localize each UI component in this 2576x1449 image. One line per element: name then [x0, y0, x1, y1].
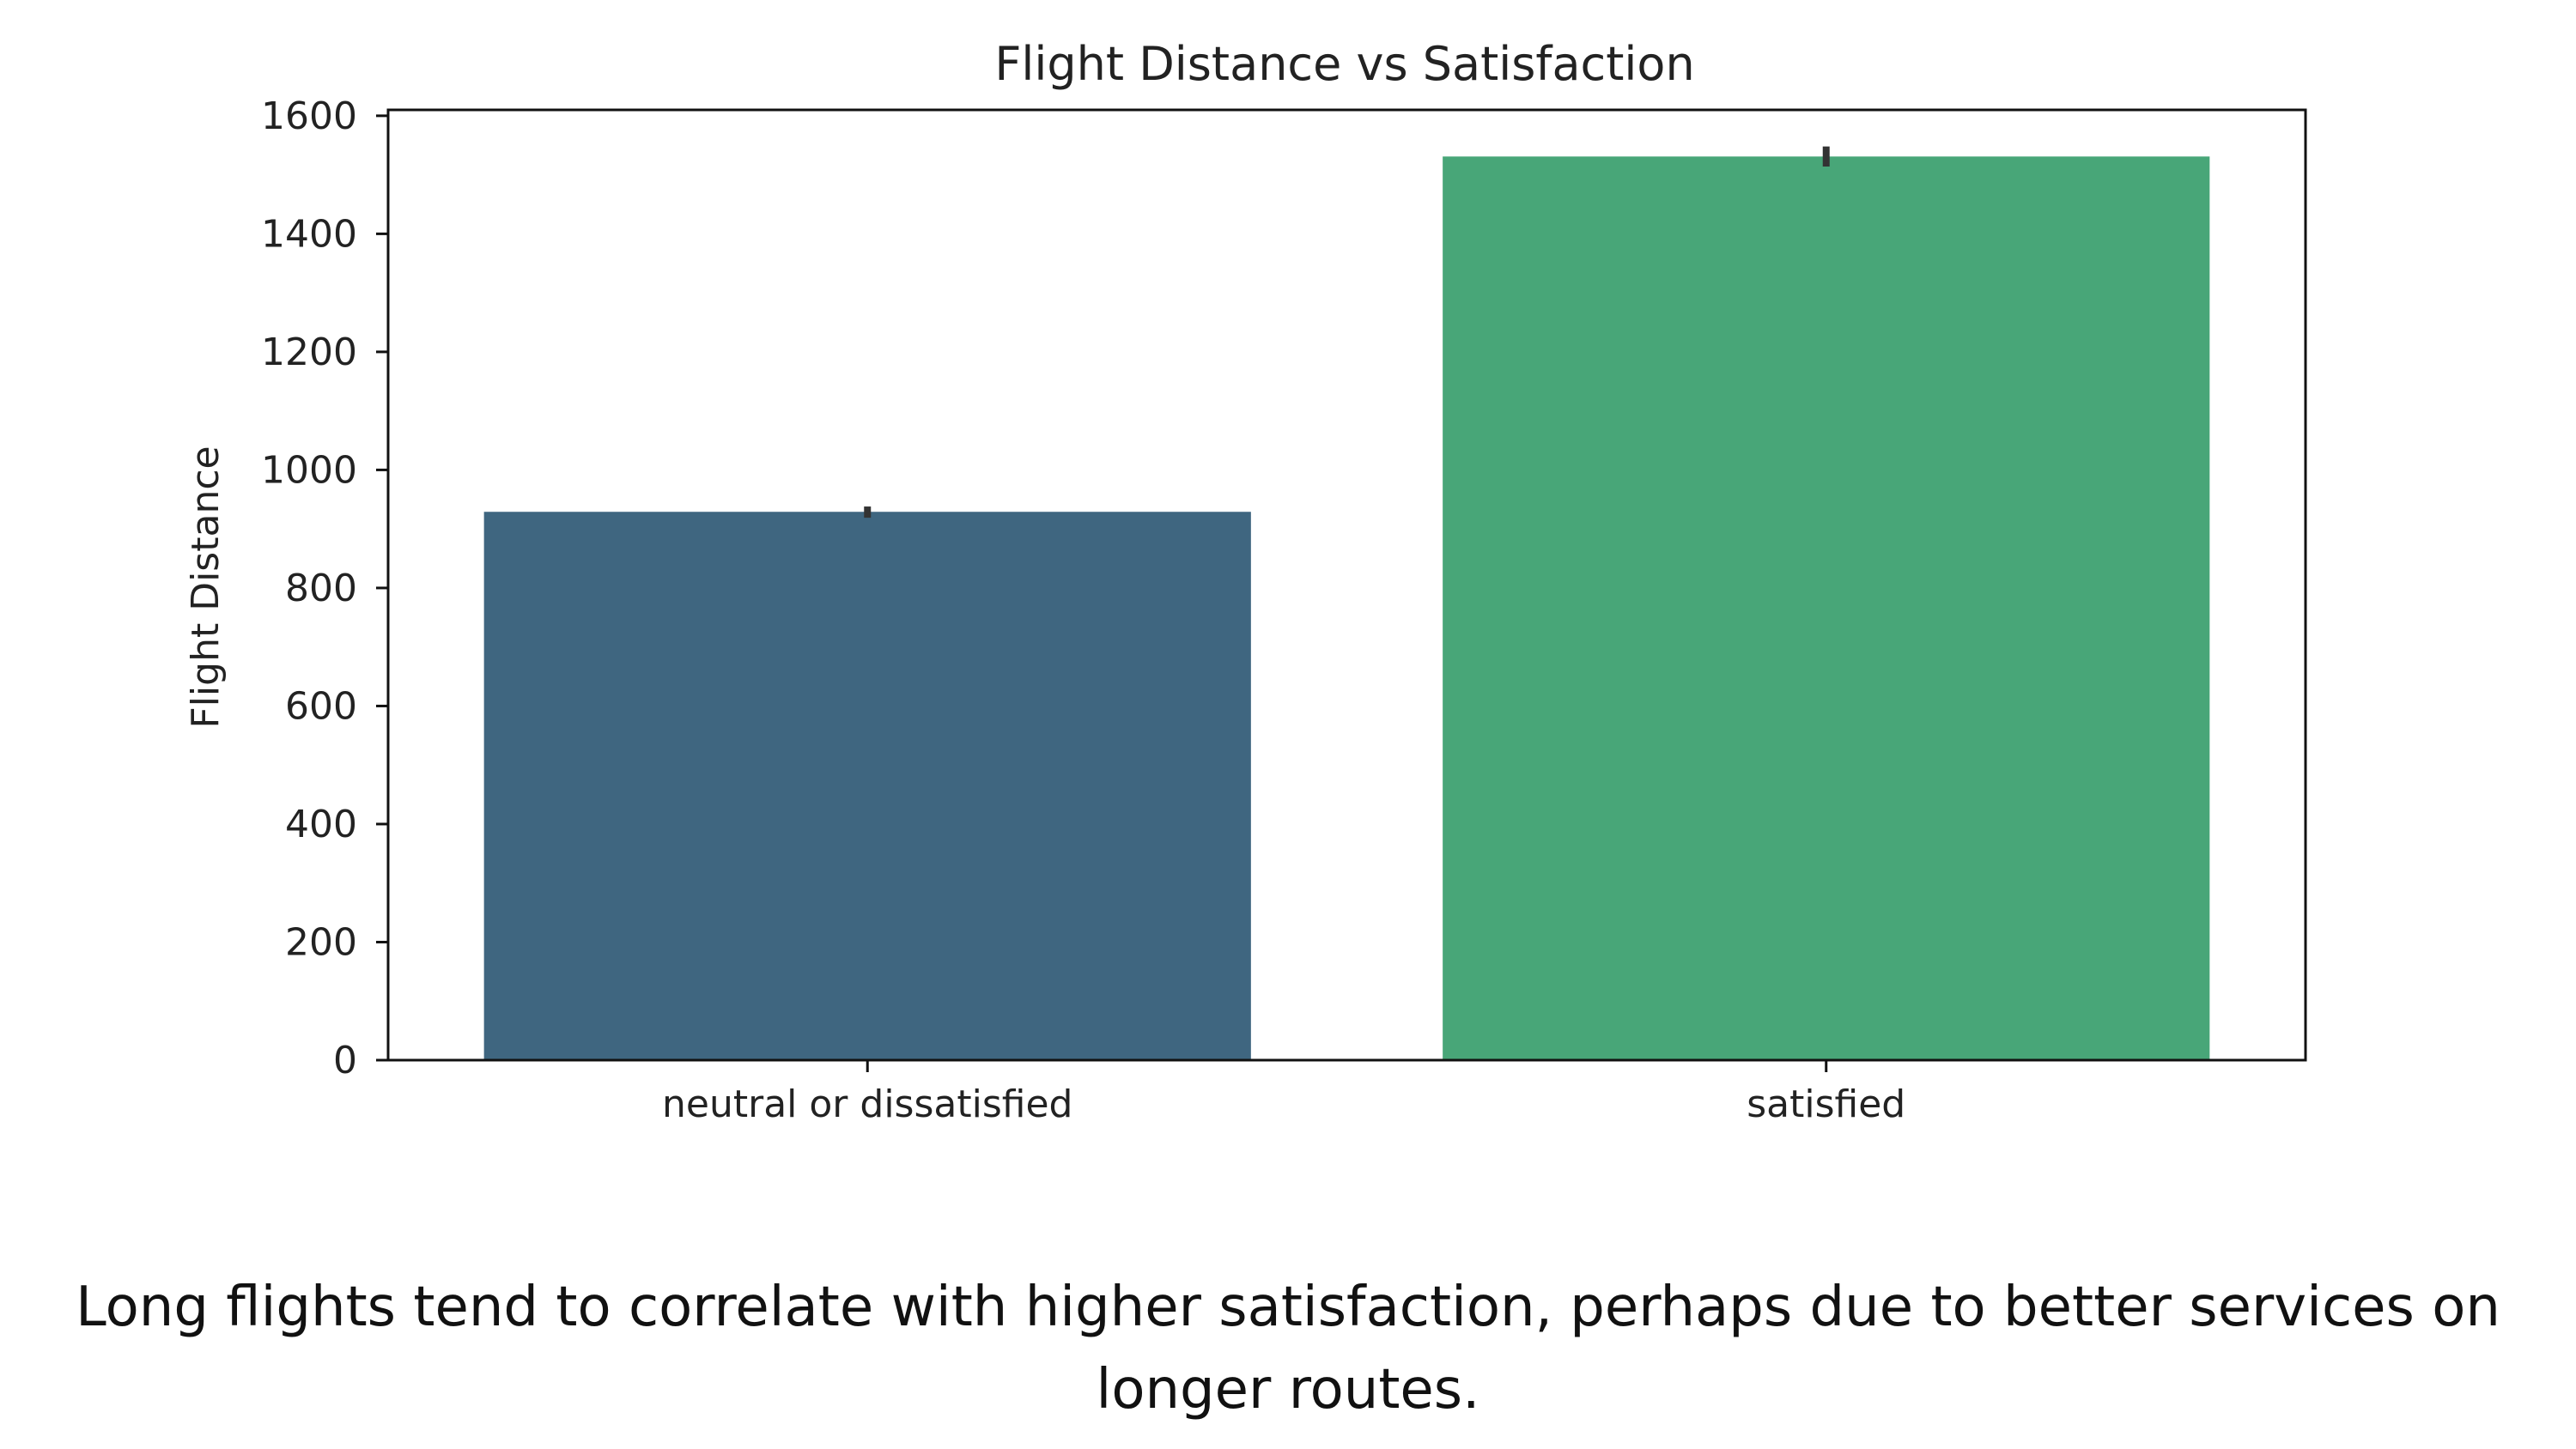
caption-line-2: longer routes.	[1096, 1358, 1480, 1422]
bar-1	[1443, 156, 2210, 1061]
x-axis-ticks: neutral or dissatisfied satisfied	[662, 1060, 1905, 1126]
y-tick-label: 0	[333, 1039, 357, 1082]
x-tick-label: satisfied	[1747, 1082, 1905, 1126]
y-tick-label: 1200	[261, 330, 357, 374]
y-tick-label: 1600	[261, 94, 357, 138]
x-tick-label: neutral or dissatisfied	[662, 1082, 1072, 1126]
y-axis-label: Flight Distance	[184, 446, 228, 728]
chart-title: Flight Distance vs Satisfaction	[994, 37, 1694, 91]
bars	[483, 146, 2210, 1061]
plot-frame	[386, 108, 2307, 1062]
y-tick-label: 400	[285, 803, 357, 846]
caption-line-1: Long flights tend to correlate with high…	[76, 1276, 2500, 1339]
bar-chart: Flight Distance vs Satisfaction Flight D…	[184, 37, 2307, 1126]
y-tick-label: 600	[285, 684, 357, 728]
y-tick-label: 1000	[261, 448, 357, 492]
caption: Long flights tend to correlate with high…	[0, 1266, 2576, 1431]
y-tick-label: 1400	[261, 212, 357, 256]
y-tick-label: 800	[285, 567, 357, 610]
y-tick-label: 200	[285, 920, 357, 964]
y-axis-ticks: 0 200 400 600 800 1000 1200 1400 1600	[261, 94, 388, 1082]
bar-0	[483, 512, 1251, 1060]
